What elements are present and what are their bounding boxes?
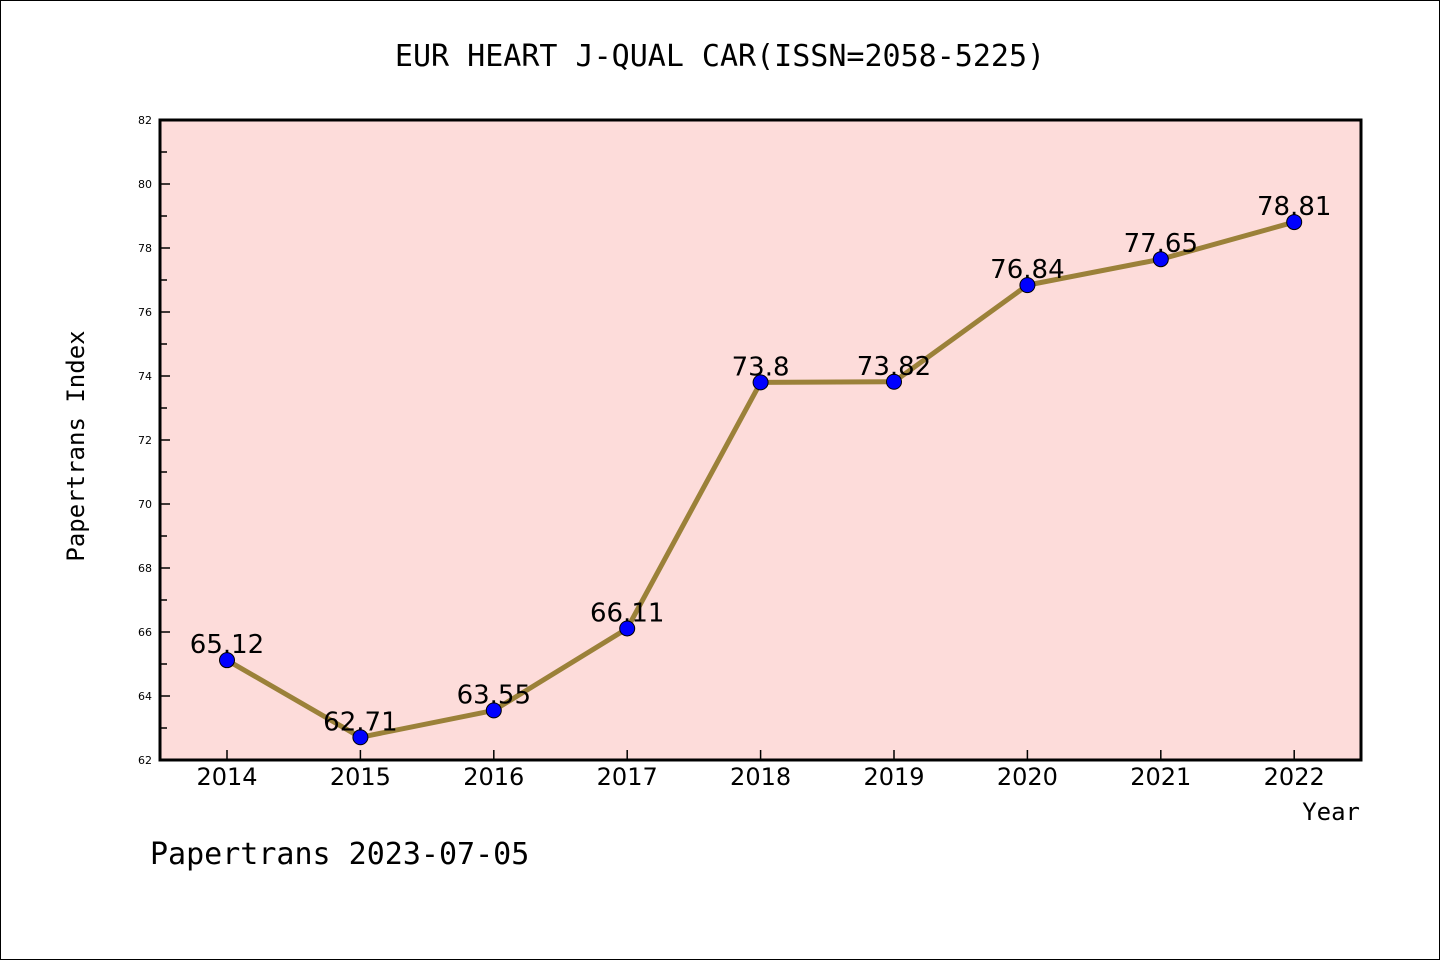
x-tick-label: 2022 xyxy=(1264,763,1325,791)
plot-area xyxy=(158,118,1363,762)
chart-title: EUR HEART J-QUAL CAR(ISSN=2058-5225) xyxy=(395,39,1045,74)
x-tick-label: 2018 xyxy=(730,763,791,791)
data-value-label: 73.8 xyxy=(732,352,790,382)
x-tick-label: 2014 xyxy=(196,763,257,791)
y-tick-label: 64 xyxy=(138,690,152,703)
data-point-marker xyxy=(352,729,369,746)
data-value-label: 78.81 xyxy=(1257,192,1331,222)
data-points xyxy=(219,214,1303,746)
data-point-marker xyxy=(619,620,636,637)
y-tick-label: 66 xyxy=(138,626,152,639)
y-tick-label: 82 xyxy=(138,114,152,127)
x-tick-label: 2015 xyxy=(330,763,391,791)
data-point-marker xyxy=(886,373,902,390)
data-point-marker xyxy=(1286,214,1303,231)
data-point-marker xyxy=(752,374,769,391)
data-value-label: 62.71 xyxy=(323,707,397,737)
y-tick-label: 72 xyxy=(138,434,152,447)
y-tick-label: 62 xyxy=(138,754,152,767)
y-axis-label: Papertrans Index xyxy=(62,330,90,561)
y-tick-label: 76 xyxy=(138,306,152,319)
footer-text: Papertrans 2023-07-05 xyxy=(150,837,529,872)
data-value-label: 66.11 xyxy=(590,598,664,628)
data-value-label: 76.84 xyxy=(990,255,1064,285)
data-point-marker xyxy=(219,652,235,669)
data-point-marker xyxy=(1019,277,1036,294)
y-tick-label: 70 xyxy=(138,498,152,511)
y-tick-label: 78 xyxy=(138,242,152,255)
data-labels: 65.12 62.71 63.55 66.11 73.8 73.82 76.84 77.65 7… xyxy=(190,192,1332,737)
x-axis: 2014 2015 2016 2017 2018 2019 2020 2021 2022 xyxy=(196,750,1325,791)
data-value-label: 65.12 xyxy=(190,630,264,660)
x-tick-label: 2021 xyxy=(1130,763,1191,791)
y-axis: 62 64 66 68 70 72 74 76 78 80 82 xyxy=(138,114,170,767)
data-value-label: 73.82 xyxy=(857,352,931,382)
x-axis-label: Year xyxy=(1302,798,1360,826)
data-value-label: 63.55 xyxy=(457,680,531,710)
x-tick-label: 2019 xyxy=(863,763,924,791)
y-tick-label: 68 xyxy=(138,562,152,575)
x-tick-label: 2020 xyxy=(997,763,1058,791)
y-tick-label: 80 xyxy=(138,178,152,191)
data-point-marker xyxy=(485,702,502,719)
x-tick-label: 2016 xyxy=(463,763,524,791)
y-tick-label: 74 xyxy=(138,370,152,383)
x-tick-label: 2017 xyxy=(597,763,658,791)
data-point-marker xyxy=(1152,251,1169,268)
data-value-label: 77.65 xyxy=(1124,229,1198,259)
